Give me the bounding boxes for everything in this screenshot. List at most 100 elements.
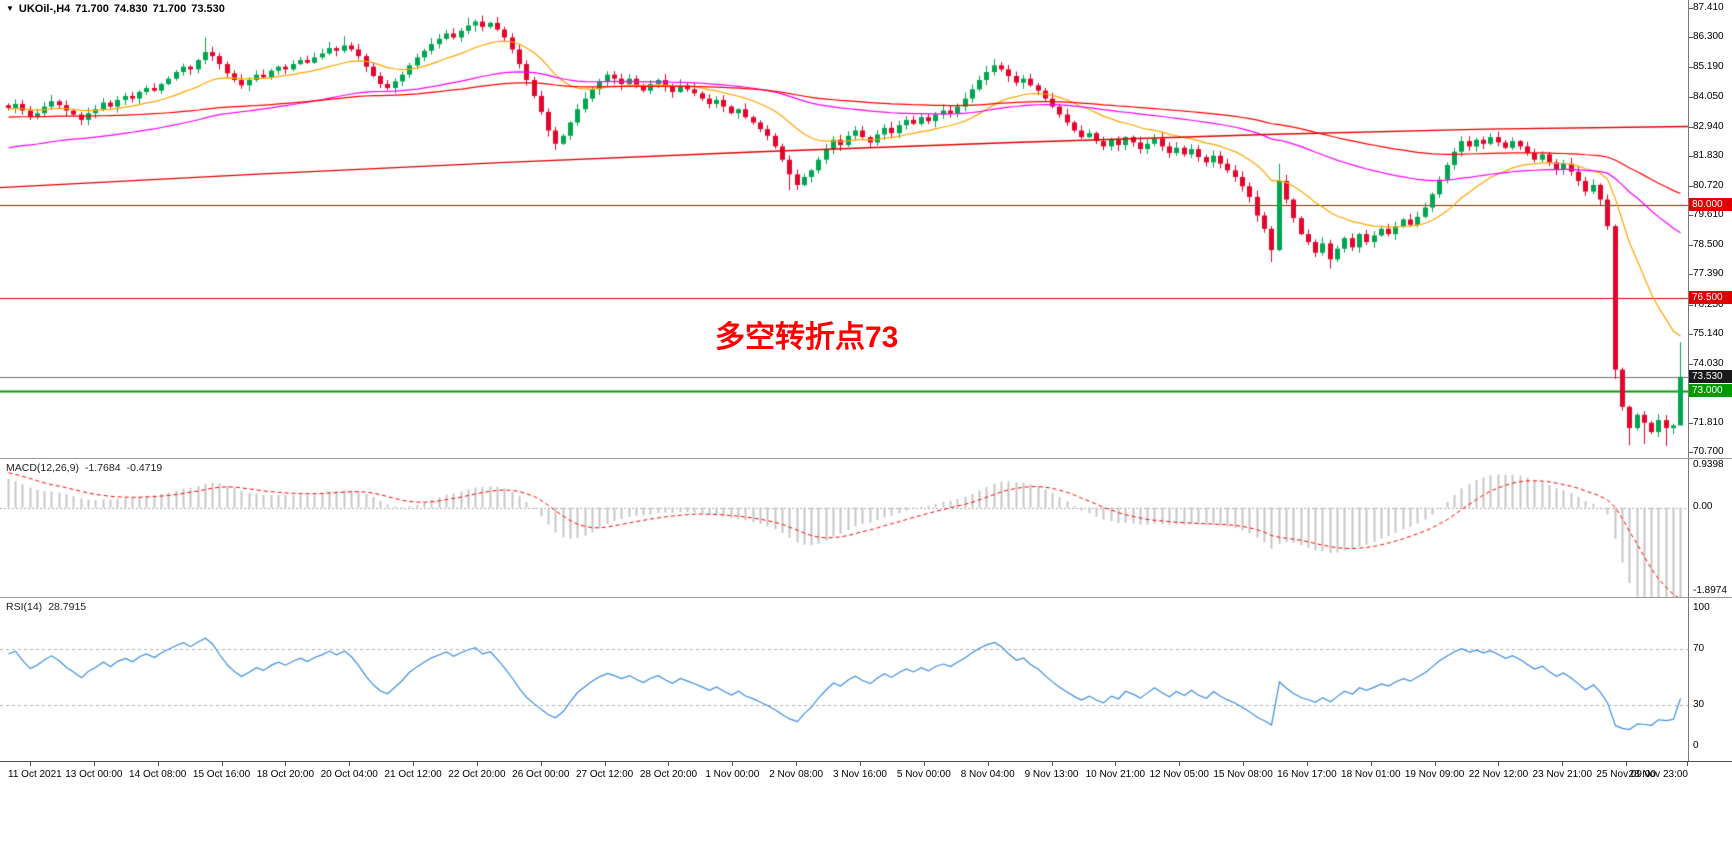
price-tickmark <box>1689 274 1693 275</box>
time-label: 26 Oct 00:00 <box>512 769 570 780</box>
panel-divider[interactable] <box>0 458 1732 459</box>
macd-label: MACD(12,26,9) -1.7684 -0.4719 <box>6 462 168 474</box>
time-label: 5 Nov 00:00 <box>896 769 951 780</box>
macd-tick: -1.8974 <box>1693 585 1727 596</box>
price-tick: 81.830 <box>1693 150 1724 162</box>
macd-tick: 0.00 <box>1693 500 1713 512</box>
price-tickmark <box>1689 423 1693 424</box>
time-tickmark <box>1435 762 1436 766</box>
time-tickmark <box>1307 762 1308 766</box>
time-tickmark <box>30 762 31 766</box>
time-tickmark <box>477 762 478 766</box>
macd-tick: 0.9398 <box>1693 459 1724 470</box>
symbol-marker-icon: ▼ <box>6 4 14 13</box>
time-label: 13 Oct 00:00 <box>65 769 123 780</box>
price-tick: 80.720 <box>1693 179 1724 191</box>
time-tickmark <box>1243 762 1244 766</box>
time-label: 28 Nov 23:00 <box>1628 769 1689 780</box>
quote-bar: ▼ UKOil-,H4 71.700 74.830 71.700 73.530 <box>6 3 230 15</box>
macd-canvas[interactable] <box>0 459 1688 597</box>
time-label: 3 Nov 16:00 <box>833 769 887 780</box>
time-label: 21 Oct 12:00 <box>384 769 442 780</box>
time-tickmark <box>1371 762 1372 766</box>
price-badge: 76.500 <box>1689 291 1732 305</box>
time-tickmark <box>796 762 797 766</box>
price-tickmark <box>1689 8 1693 9</box>
price-tick: 74.030 <box>1693 357 1724 369</box>
time-label: 19 Nov 09:00 <box>1404 769 1465 780</box>
price-badge: 73.000 <box>1689 384 1732 398</box>
time-label: 1 Nov 00:00 <box>705 769 760 780</box>
time-tickmark <box>1687 762 1688 766</box>
price-tickmark <box>1689 305 1693 306</box>
macd-indicator-name: MACD(12,26,9) <box>6 462 79 474</box>
symbol-period-label: UKOil-,H4 <box>18 3 71 15</box>
price-tickmark <box>1689 334 1693 335</box>
time-label: 14 Oct 08:00 <box>129 769 187 780</box>
macd-signal-value: -0.4719 <box>126 462 163 474</box>
time-tickmark <box>1562 762 1563 766</box>
price-tick: 82.940 <box>1693 120 1724 132</box>
time-label: 15 Oct 16:00 <box>192 769 251 780</box>
price-tickmark <box>1689 37 1693 38</box>
price-tickmark <box>1689 67 1693 68</box>
time-label: 20 Oct 04:00 <box>320 769 378 780</box>
quote-high: 74.830 <box>113 3 148 15</box>
price-tickmark <box>1689 186 1693 187</box>
rsi-label: RSI(14) 28.7915 <box>6 601 92 613</box>
time-tickmark <box>413 762 414 766</box>
main-chart-canvas[interactable] <box>0 0 1688 458</box>
price-tick: 79.610 <box>1693 209 1724 221</box>
macd-main-value: -1.7684 <box>84 462 121 474</box>
price-tickmark <box>1689 364 1693 365</box>
time-label: 11 Oct 2021 <box>8 769 62 780</box>
time-tickmark <box>222 762 223 766</box>
time-tickmark <box>1115 762 1116 766</box>
rsi-panel: RSI(14) 28.7915 100 70 30 0 <box>0 598 1732 761</box>
time-label: 23 Nov 21:00 <box>1532 769 1593 780</box>
rsi-tick: 70 <box>1693 643 1705 655</box>
panel-divider[interactable] <box>0 597 1732 598</box>
rsi-canvas[interactable] <box>0 598 1688 761</box>
main-chart-panel: ▼ UKOil-,H4 71.700 74.830 71.700 73.530 多空转折点… <box>0 0 1732 458</box>
time-axis[interactable]: 11 Oct 2021 13 Oct 00:00 14 Oct 08:00 15 Oc… <box>0 761 1732 843</box>
time-label: 15 Nov 08:00 <box>1213 769 1273 780</box>
price-tick: 71.810 <box>1693 416 1724 428</box>
rsi-tick: 0 <box>1693 740 1699 751</box>
price-badge: 73.530 <box>1689 370 1732 384</box>
price-axis[interactable]: 87.410 86.300 85.190 84.050 82.940 81.830 80.7… <box>1688 0 1732 458</box>
time-tickmark <box>732 762 733 766</box>
price-tick: 78.500 <box>1693 238 1724 250</box>
time-label: 27 Oct 12:00 <box>575 769 634 780</box>
time-tickmark <box>860 762 861 766</box>
chart-annotation-text[interactable]: 多空转折点73 <box>715 321 899 354</box>
price-tick: 86.300 <box>1693 31 1724 43</box>
price-tickmark <box>1689 452 1693 453</box>
time-label: 8 Nov 04:00 <box>960 769 1015 780</box>
rsi-value: 28.7915 <box>48 601 87 613</box>
price-tickmark <box>1689 127 1693 128</box>
time-label: 10 Nov 21:00 <box>1085 769 1146 780</box>
time-tickmark <box>94 762 95 766</box>
macd-panel: MACD(12,26,9) -1.7684 -0.4719 0.9398 0.00 -1… <box>0 459 1732 597</box>
rsi-axis: 100 70 30 0 <box>1688 598 1732 761</box>
price-tick: 85.190 <box>1693 60 1724 72</box>
time-label: 22 Nov 12:00 <box>1468 769 1529 780</box>
time-label: 28 Oct 20:00 <box>639 769 698 780</box>
time-tickmark <box>924 762 925 766</box>
price-badge: 80.000 <box>1689 198 1732 212</box>
rsi-tick: 100 <box>1693 602 1710 613</box>
time-tickmark <box>285 762 286 766</box>
rsi-indicator-name: RSI(14) <box>6 601 43 613</box>
price-tickmark <box>1689 97 1693 98</box>
time-tickmark <box>1179 762 1180 766</box>
price-tick: 87.410 <box>1693 2 1724 13</box>
rsi-tick: 30 <box>1693 698 1705 710</box>
macd-axis: 0.9398 0.00 -1.8974 <box>1688 459 1732 597</box>
time-label: 2 Nov 08:00 <box>769 769 824 780</box>
price-tick: 77.390 <box>1693 268 1724 280</box>
price-tickmark <box>1689 156 1693 157</box>
time-label: 22 Oct 20:00 <box>448 769 506 780</box>
quote-close: 73.530 <box>191 3 225 15</box>
